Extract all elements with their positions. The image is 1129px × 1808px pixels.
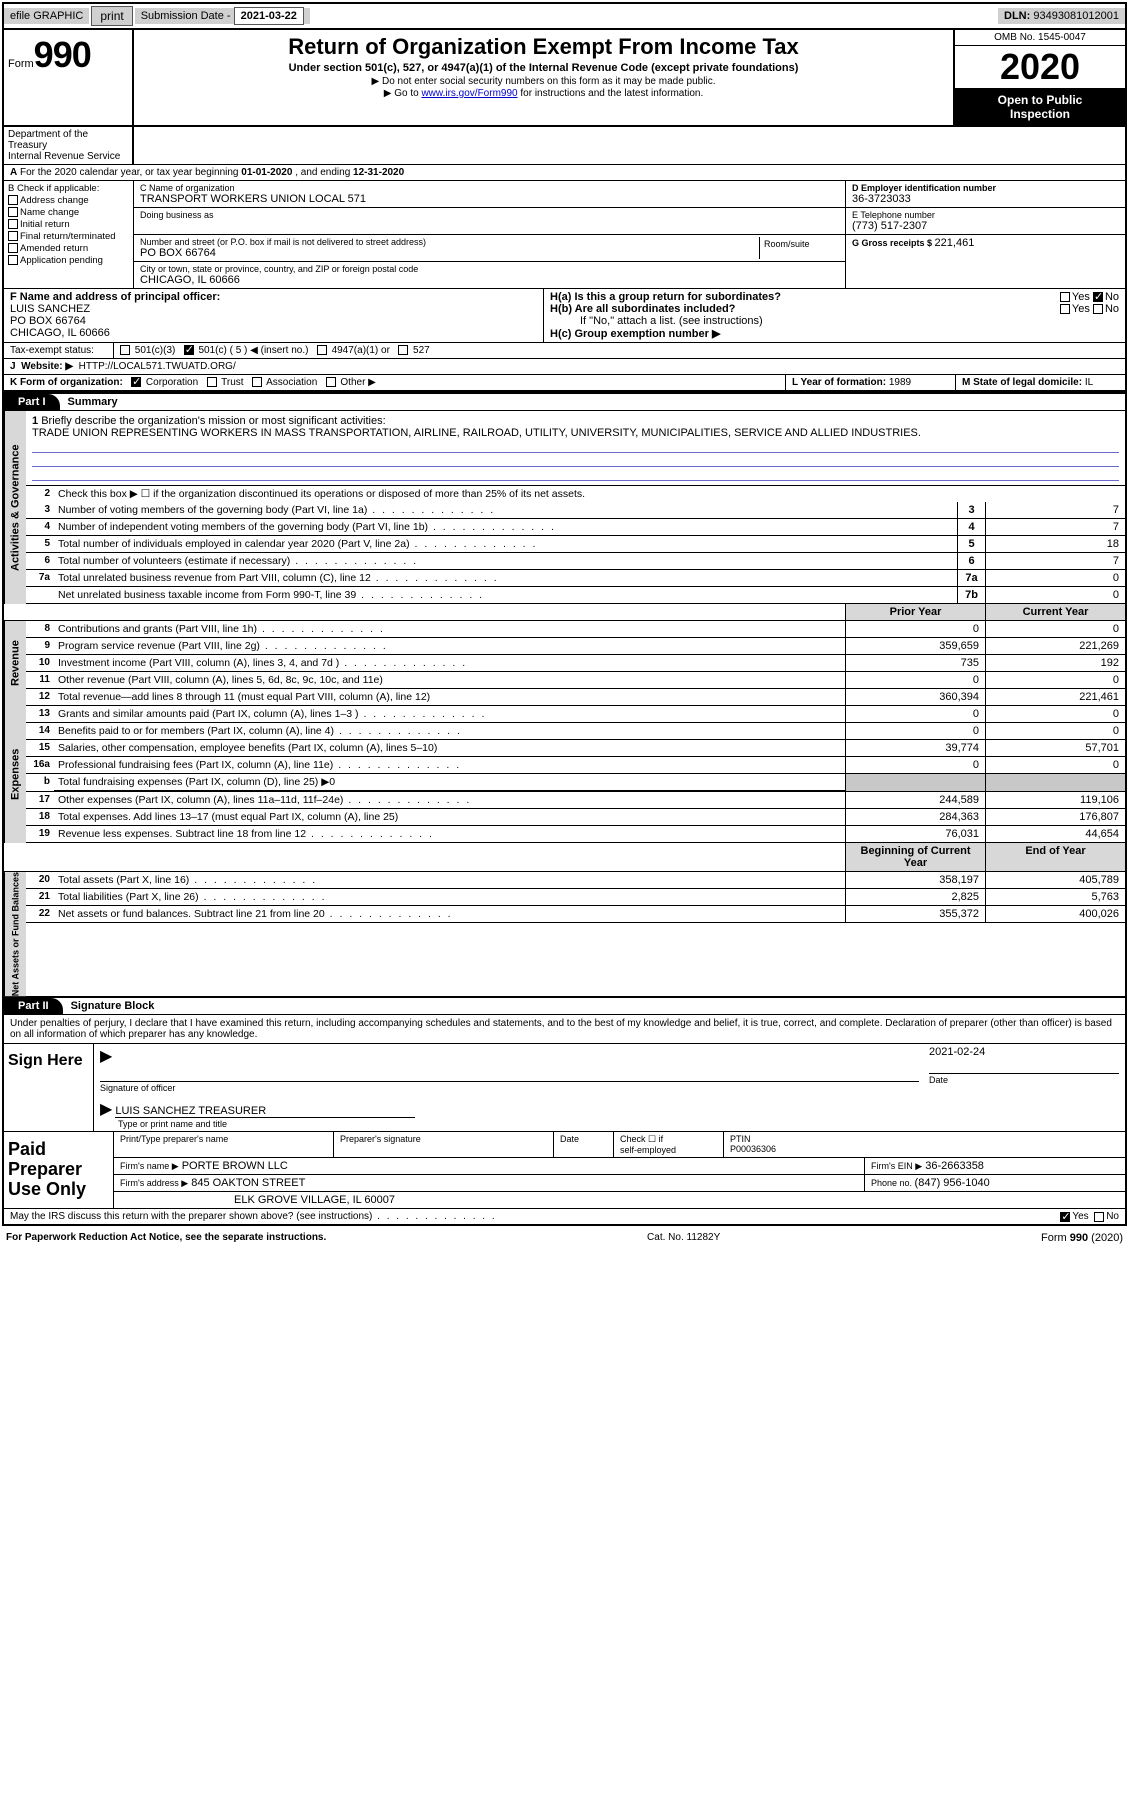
ein: 36-3723033 xyxy=(852,193,1119,205)
org-address: PO BOX 66764 xyxy=(140,247,759,259)
website: HTTP://LOCAL571.TWUATD.ORG/ xyxy=(79,361,236,372)
firm-phone: (847) 956-1040 xyxy=(915,1177,990,1189)
form-990-document: efile GRAPHIC print Submission Date - 20… xyxy=(2,2,1127,1226)
instructions-line: ▶ Go to www.irs.gov/Form990 for instruct… xyxy=(140,88,947,99)
mission-text: TRADE UNION REPRESENTING WORKERS IN MASS… xyxy=(32,427,921,439)
expenses-tab: Expenses xyxy=(4,706,26,843)
net-assets-section: Net Assets or Fund Balances 20Total asse… xyxy=(4,872,1125,996)
section-d-e-g: D Employer identification number36-37230… xyxy=(845,181,1125,288)
dept-row: Department of the TreasuryInternal Reven… xyxy=(4,127,1125,165)
omb-number: OMB No. 1545-0047 xyxy=(955,30,1125,46)
firm-name: PORTE BROWN LLC xyxy=(182,1160,288,1172)
year-formation: 1989 xyxy=(889,377,911,388)
part-1-header: Part ISummary xyxy=(4,392,1125,411)
form-title: Return of Organization Exempt From Incom… xyxy=(140,34,947,60)
section-c: C Name of organizationTRANSPORT WORKERS … xyxy=(134,181,845,288)
treasury-dept: Department of the TreasuryInternal Reven… xyxy=(4,127,134,164)
signature-block: Sign Here ▶ Signature of officer 2021-02… xyxy=(4,1044,1125,1132)
gross-receipts: 221,461 xyxy=(935,237,975,249)
header-right: OMB No. 1545-0047 2020 Open to PublicIns… xyxy=(955,30,1125,125)
tax-year: 2020 xyxy=(955,46,1125,89)
section-h: H(a) Is this a group return for subordin… xyxy=(544,289,1125,342)
org-name: TRANSPORT WORKERS UNION LOCAL 571 xyxy=(140,193,839,205)
net-assets-tab: Net Assets or Fund Balances xyxy=(4,872,26,996)
entity-block: B Check if applicable: Address change Na… xyxy=(4,181,1125,289)
section-i: Tax-exempt status: 501(c)(3) 501(c) ( 5 … xyxy=(4,343,1125,359)
officer-name: LUIS SANCHEZ xyxy=(10,303,537,315)
sign-date: 2021-02-24 xyxy=(929,1046,1119,1058)
governance-section: Activities & Governance 1 Briefly descri… xyxy=(4,411,1125,604)
part-2-header: Part IISignature Block xyxy=(4,996,1125,1015)
page-footer: For Paperwork Reduction Act Notice, see … xyxy=(0,1228,1129,1248)
section-k-l-m: K Form of organization: Corporation Trus… xyxy=(4,375,1125,392)
form-990-number: 990 xyxy=(34,34,91,75)
na-headers: Beginning of Current Year End of Year xyxy=(4,843,1125,872)
paid-preparer-block: Paid Preparer Use Only Print/Type prepar… xyxy=(4,1132,1125,1209)
governance-tab: Activities & Governance xyxy=(4,411,26,604)
section-f-h: F Name and address of principal officer:… xyxy=(4,289,1125,343)
501c5-checkbox xyxy=(184,345,194,355)
group-return-no-checkbox xyxy=(1093,292,1103,302)
line-a: A For the 2020 calendar year, or tax yea… xyxy=(4,165,1125,181)
revenue-tab: Revenue xyxy=(4,621,26,706)
top-toolbar: efile GRAPHIC print Submission Date - 20… xyxy=(4,4,1125,30)
perjury-statement: Under penalties of perjury, I declare th… xyxy=(4,1015,1125,1044)
mission-block: 1 Briefly describe the organization's mi… xyxy=(26,411,1125,486)
submission-date: 2021-03-22 xyxy=(234,7,304,25)
form-header: Form990 Return of Organization Exempt Fr… xyxy=(4,30,1125,127)
firm-addr1: 845 OAKTON STREET xyxy=(191,1177,305,1189)
dln-value: 93493081012001 xyxy=(1033,10,1119,22)
irs-link[interactable]: www.irs.gov/Form990 xyxy=(421,88,517,99)
firm-addr2: ELK GROVE VILLAGE, IL 60007 xyxy=(114,1192,1125,1208)
column-headers: Prior Year Current Year xyxy=(4,604,1125,621)
dln-label: DLN: 93493081012001 xyxy=(998,8,1125,24)
section-j: J Website: ▶ HTTP://LOCAL571.TWUATD.ORG/ xyxy=(4,359,1125,375)
submission-date-label: Submission Date - 2021-03-22 xyxy=(135,8,310,24)
efile-label: efile GRAPHIC xyxy=(4,8,89,24)
ssn-warning: ▶ Do not enter social security numbers o… xyxy=(140,76,947,87)
state-domicile: IL xyxy=(1085,377,1093,388)
expenses-section: Expenses 13Grants and similar amounts pa… xyxy=(4,706,1125,843)
officer-typed: LUIS SANCHEZ TREASURER xyxy=(115,1105,415,1118)
org-city: CHICAGO, IL 60666 xyxy=(140,274,839,286)
revenue-section: Revenue 8Contributions and grants (Part … xyxy=(4,621,1125,706)
ptin: P00036306 xyxy=(730,1144,776,1154)
discuss-yes-checkbox xyxy=(1060,1212,1070,1222)
open-public-badge: Open to PublicInspection xyxy=(955,89,1125,125)
form-subtitle: Under section 501(c), 527, or 4947(a)(1)… xyxy=(140,62,947,74)
corp-checkbox xyxy=(131,377,141,387)
firm-ein: 36-2663358 xyxy=(925,1160,984,1172)
section-b-checkboxes: B Check if applicable: Address change Na… xyxy=(4,181,134,288)
discuss-row: May the IRS discuss this return with the… xyxy=(4,1209,1125,1224)
title-block: Return of Organization Exempt From Incom… xyxy=(134,30,955,125)
phone: (773) 517-2307 xyxy=(852,220,1119,232)
form-number-block: Form990 xyxy=(4,30,134,125)
print-button[interactable]: print xyxy=(91,6,132,26)
line3-val: 7 xyxy=(985,502,1125,518)
